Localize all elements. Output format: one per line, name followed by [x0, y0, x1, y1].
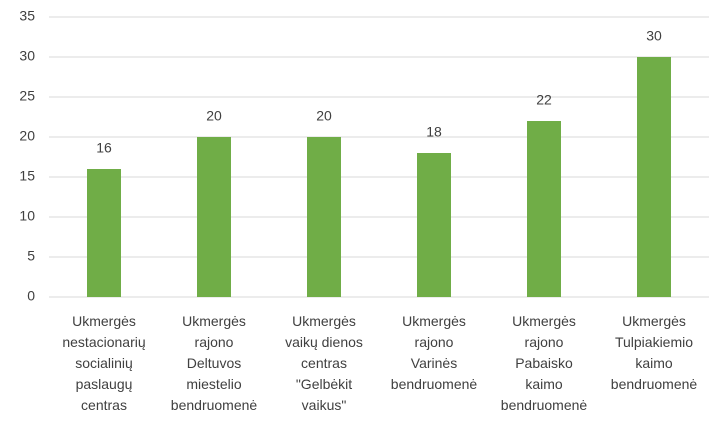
- x-tick-label: Ukmergės nestacionarių socialinių paslaugų c…: [62, 313, 145, 413]
- x-tick-label: Ukmergės vaikų dienos centras "Gelbėkit vaik…: [285, 313, 363, 413]
- y-tick-label: 10: [19, 208, 35, 224]
- bar: [637, 57, 671, 297]
- y-tick-label: 15: [19, 168, 35, 184]
- bar: [307, 137, 341, 297]
- y-tick-label: 25: [19, 88, 35, 104]
- y-tick-label: 35: [19, 8, 35, 24]
- y-tick-label: 0: [27, 288, 35, 304]
- x-tick-label: Ukmergės rajono Deltuvos miestelio bendruome…: [171, 313, 258, 413]
- bar: [197, 137, 231, 297]
- y-tick-label: 30: [19, 48, 35, 64]
- value-label: 20: [316, 108, 332, 124]
- bar: [527, 121, 561, 297]
- y-tick-label: 20: [19, 128, 35, 144]
- value-label: 22: [536, 92, 552, 108]
- bar: [417, 153, 451, 297]
- value-label: 18: [426, 124, 442, 140]
- value-label: 20: [206, 108, 222, 124]
- y-tick-label: 5: [27, 248, 35, 264]
- x-tick-label: Ukmergės Tulpiakiemio kaimo bendruomenė: [611, 313, 698, 392]
- bar: [87, 169, 121, 297]
- x-tick-label: Ukmergės rajono Varinės bendruomenė: [391, 313, 478, 392]
- value-label: 16: [96, 140, 112, 156]
- x-tick-label: Ukmergės rajono Pabaisko kaimo bendruomenė: [501, 313, 588, 413]
- value-label: 30: [646, 28, 662, 44]
